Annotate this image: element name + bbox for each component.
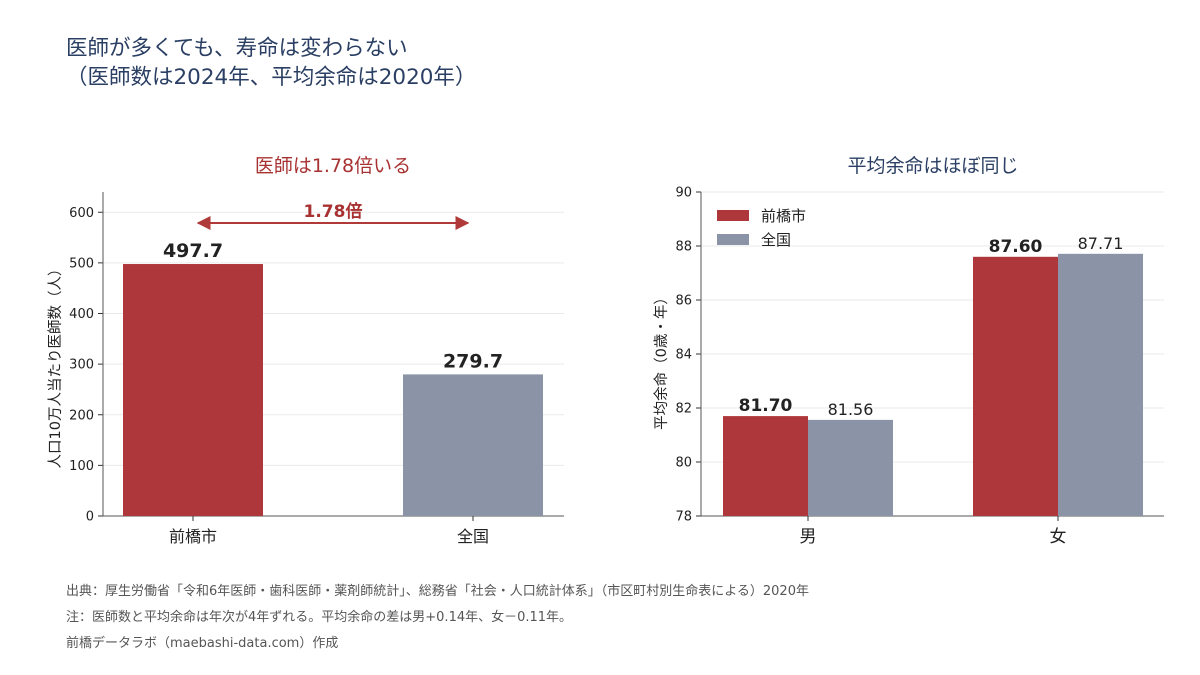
- bar: [723, 416, 808, 516]
- left-y-axis-label: 人口10万人当たり医師数（人）: [47, 262, 64, 469]
- y-tick-label: 78: [675, 510, 692, 525]
- data-label: 87.60: [989, 237, 1043, 257]
- source-note: 出典：厚生労働省「令和6年医師・歯科医師・薬剤師統計」、総務省「社会・人口統計体…: [66, 584, 809, 599]
- bar: [1058, 253, 1143, 516]
- right-chart-title: 平均余命はほぼ同じ: [847, 155, 1018, 177]
- left-plot-area: 0 100 200 300 400 500 600 497.7 前橋市 279.7 全国 1.78倍: [69, 192, 564, 546]
- x-tick-label: 女: [1050, 527, 1067, 547]
- credit-note: 前橋データラボ（maebashi-data.com）作成: [66, 636, 339, 651]
- y-tick-label: 90: [675, 186, 692, 201]
- y-tick-label: 88: [675, 240, 692, 255]
- data-label: 87.71: [1078, 234, 1124, 253]
- left-chart-title: 医師は1.78倍いる: [255, 155, 411, 177]
- y-tick-label: 82: [675, 402, 692, 417]
- y-tick-label: 300: [69, 358, 94, 373]
- legend-label: 全国: [761, 231, 791, 249]
- x-tick-label: 前橋市: [169, 527, 217, 546]
- right-y-axis-label: 平均余命（0歳・年）: [652, 290, 670, 430]
- y-tick-label: 400: [69, 307, 94, 322]
- data-label: 279.7: [443, 350, 503, 372]
- y-tick-label: 100: [69, 459, 94, 474]
- bar: [973, 256, 1058, 516]
- bar: [808, 419, 893, 516]
- y-tick-label: 500: [69, 256, 94, 271]
- y-tick-label: 0: [86, 510, 94, 525]
- y-tick-label: 84: [675, 348, 692, 363]
- data-label: 81.70: [739, 396, 793, 416]
- x-tick-label: 男: [800, 527, 817, 547]
- legend-swatch: [717, 210, 749, 221]
- y-tick-label: 200: [69, 408, 94, 423]
- right-plot-area: 78 80 82 84 86 88 90 81.70 81.56 男 87.60 87.71 女 前橋市全…: [675, 186, 1164, 547]
- footnote: 注：医師数と平均余命は年次が4年ずれる。平均余命の差は男+0.14年、女－0.1…: [66, 610, 573, 625]
- legend-label: 前橋市: [761, 207, 806, 225]
- legend-swatch: [717, 234, 749, 245]
- data-label: 81.56: [828, 400, 874, 419]
- y-tick-label: 86: [675, 294, 692, 309]
- x-tick-label: 全国: [457, 527, 489, 546]
- data-label: 497.7: [163, 240, 223, 262]
- ratio-annotation: 1.78倍: [304, 201, 363, 222]
- bar: [403, 374, 543, 516]
- y-tick-label: 80: [675, 456, 692, 471]
- y-tick-label: 600: [69, 206, 94, 221]
- page-title: 医師が多くても、寿命は変わらない （医師数は2024年、平均余命は2020年）: [66, 36, 477, 90]
- bar: [123, 264, 263, 516]
